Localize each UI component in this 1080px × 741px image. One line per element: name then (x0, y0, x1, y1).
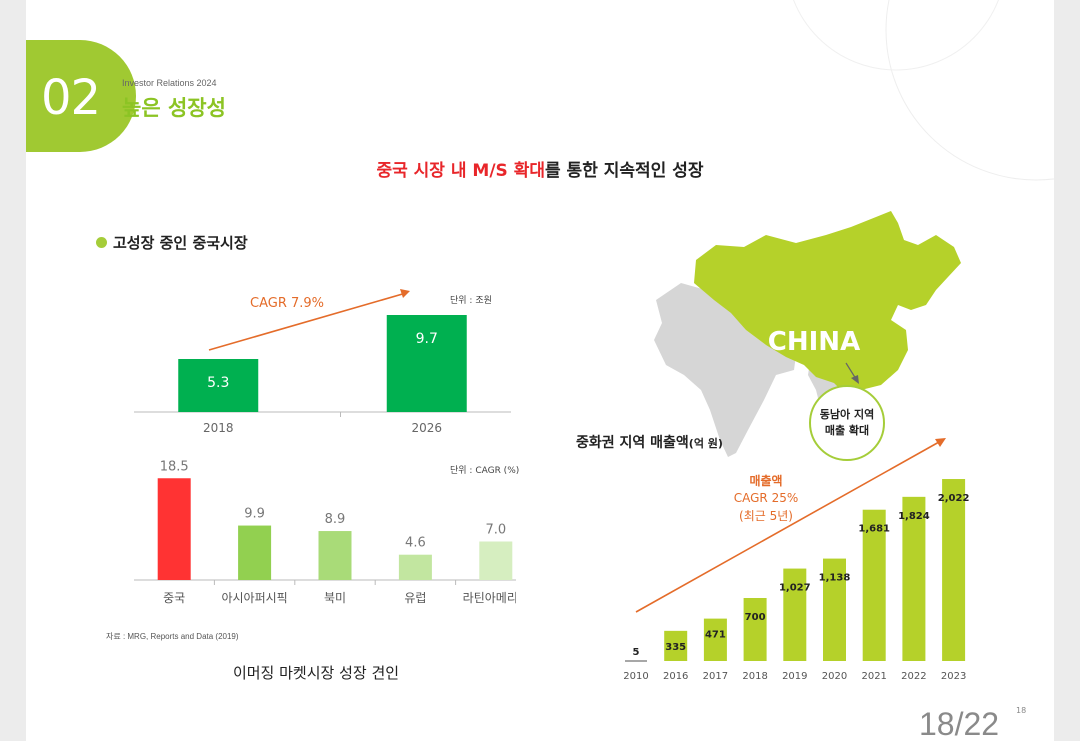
chart3-category-label: 2022 (901, 671, 926, 682)
chart2-bar (238, 525, 272, 580)
sales-title-text: 중화권 지역 매출액 (576, 435, 689, 451)
sea-line1: 동남아 지역 (819, 408, 875, 421)
page-number: 18/22 (919, 706, 1000, 741)
chart2-category-label: 북미 (324, 591, 346, 605)
chart3-value-label: 2,022 (938, 493, 970, 504)
chart2-unit: 단위 : CAGR (%) (450, 466, 520, 476)
page-number-small: 18 (1016, 706, 1027, 715)
chart3-value-label: 471 (705, 630, 726, 641)
chart1-bar (386, 315, 467, 412)
chart3-value-label: 5 (633, 647, 640, 658)
chart3-bar (902, 496, 926, 661)
chart1-value-label: 5.3 (207, 375, 229, 391)
source-note: 자료 : MRG, Reports and Data (2019) (106, 632, 239, 641)
ir-label: Investor Relations 2024 (122, 78, 217, 88)
headline-rest: 를 통한 지속적인 성장 (545, 161, 704, 181)
sea-line2: 매출 확대 (824, 424, 870, 437)
chart3-category-label: 2021 (861, 671, 886, 682)
chart2-bar (398, 554, 432, 580)
chart3-category-label: 2017 (703, 671, 728, 682)
left-subtitle-text: 고성장 중인 중국시장 (113, 234, 248, 252)
china-label: CHINA (768, 327, 860, 357)
chart3-category-label: 2020 (822, 671, 847, 682)
chart2-category-label: 중국 (163, 591, 185, 605)
chart1-category-label: 2026 (411, 421, 442, 435)
china-map: CHINA (654, 211, 961, 457)
chart3-bar (664, 630, 688, 661)
headline-highlight: 중국 시장 내 M/S 확대 (376, 161, 545, 181)
chart3-value-label: 1,027 (779, 583, 811, 594)
sales-annotation-line1: 매출액 (749, 473, 782, 488)
regional-cagr-chart: 18.5 중국 9.9 아시아퍼시픽 8.9 북미 4.6 유럽 7.0 라틴아메리카 (134, 459, 516, 605)
chart2-value-label: 8.9 (325, 512, 346, 527)
chart3-bar (783, 568, 807, 661)
cagr-arrow-head-icon (400, 289, 410, 298)
chart3-category-label: 2018 (742, 671, 767, 682)
india-shape (654, 283, 796, 457)
chart1-unit: 단위 : 조원 (450, 296, 492, 306)
chart3-value-label: 1,681 (858, 524, 890, 535)
market-size-chart: 5.3 2018 9.7 2026 CAGR 7.9% (134, 289, 511, 435)
chart2-category-label: 유럽 (404, 591, 426, 605)
chart2-category-label: 아시아퍼시픽 (221, 591, 287, 605)
sales-unit: (억 원) (688, 437, 723, 450)
chart3-category-label: 2016 (663, 671, 688, 682)
chart3-category-label: 2023 (941, 671, 966, 682)
chart3-category-label: 2010 (623, 671, 648, 682)
chart1-bar (178, 359, 259, 412)
chart2-category-label: 라틴아메리카 (463, 591, 516, 605)
chart3-category-label: 2019 (782, 671, 807, 682)
chart2-value-label: 7.0 (485, 523, 506, 538)
sales-annotation-line2: CAGR 25% (734, 491, 799, 505)
cagr-annotation: CAGR 7.9% (250, 296, 324, 311)
section-title: 높은 성장성 (122, 96, 226, 120)
chart2-value-label: 4.6 (405, 536, 426, 551)
sales-trend-arrow-head-icon (935, 438, 946, 447)
chart3-value-label: 1,138 (819, 573, 851, 584)
expansion-arrow-head-icon (851, 375, 859, 384)
sales-annotation-line3: (최근 5년) (739, 509, 793, 523)
chart2-bar (318, 531, 352, 580)
sales-chart: 5 2010 335 2016 471 2017 700 2018 1,027 2019 1,138… (623, 438, 970, 682)
chart1-category-label: 2018 (203, 421, 234, 435)
slide: 02 Investor Relations 2024 높은 성장성 중국 시장 … (26, 0, 1054, 741)
china-shape (694, 211, 961, 395)
chart3-bar (703, 618, 727, 661)
chart3-value-label: 335 (665, 642, 686, 653)
section-number: 02 (41, 70, 101, 126)
chart3-bar (862, 509, 886, 661)
bullet-dot-icon (96, 237, 107, 248)
page-headline: 중국 시장 내 M/S 확대를 통한 지속적인 성장 (26, 156, 1054, 181)
chart3-bar (743, 598, 767, 661)
background-decoration (793, 0, 1054, 181)
cagr-arrow-line (208, 292, 407, 351)
chart3-bar (823, 558, 846, 661)
chart2-bar (479, 541, 513, 580)
sales-trend-arrow-line (635, 441, 940, 613)
chart1-value-label: 9.7 (416, 331, 438, 347)
left-caption: 이머징 마켓시장 성장 견인 (232, 664, 400, 682)
chart2-bar (157, 478, 191, 580)
chart3-value-label: 1,824 (898, 511, 930, 522)
sales-chart-title: 중화권 지역 매출액(억 원) (576, 432, 723, 452)
expansion-arrow-line (845, 362, 857, 380)
section-badge (26, 40, 136, 152)
left-subtitle: 고성장 중인 중국시장 (96, 232, 248, 253)
chart3-bar (942, 479, 966, 661)
chart2-value-label: 9.9 (244, 507, 265, 522)
chart3-value-label: 700 (745, 612, 766, 623)
chart2-value-label: 18.5 (160, 459, 189, 474)
